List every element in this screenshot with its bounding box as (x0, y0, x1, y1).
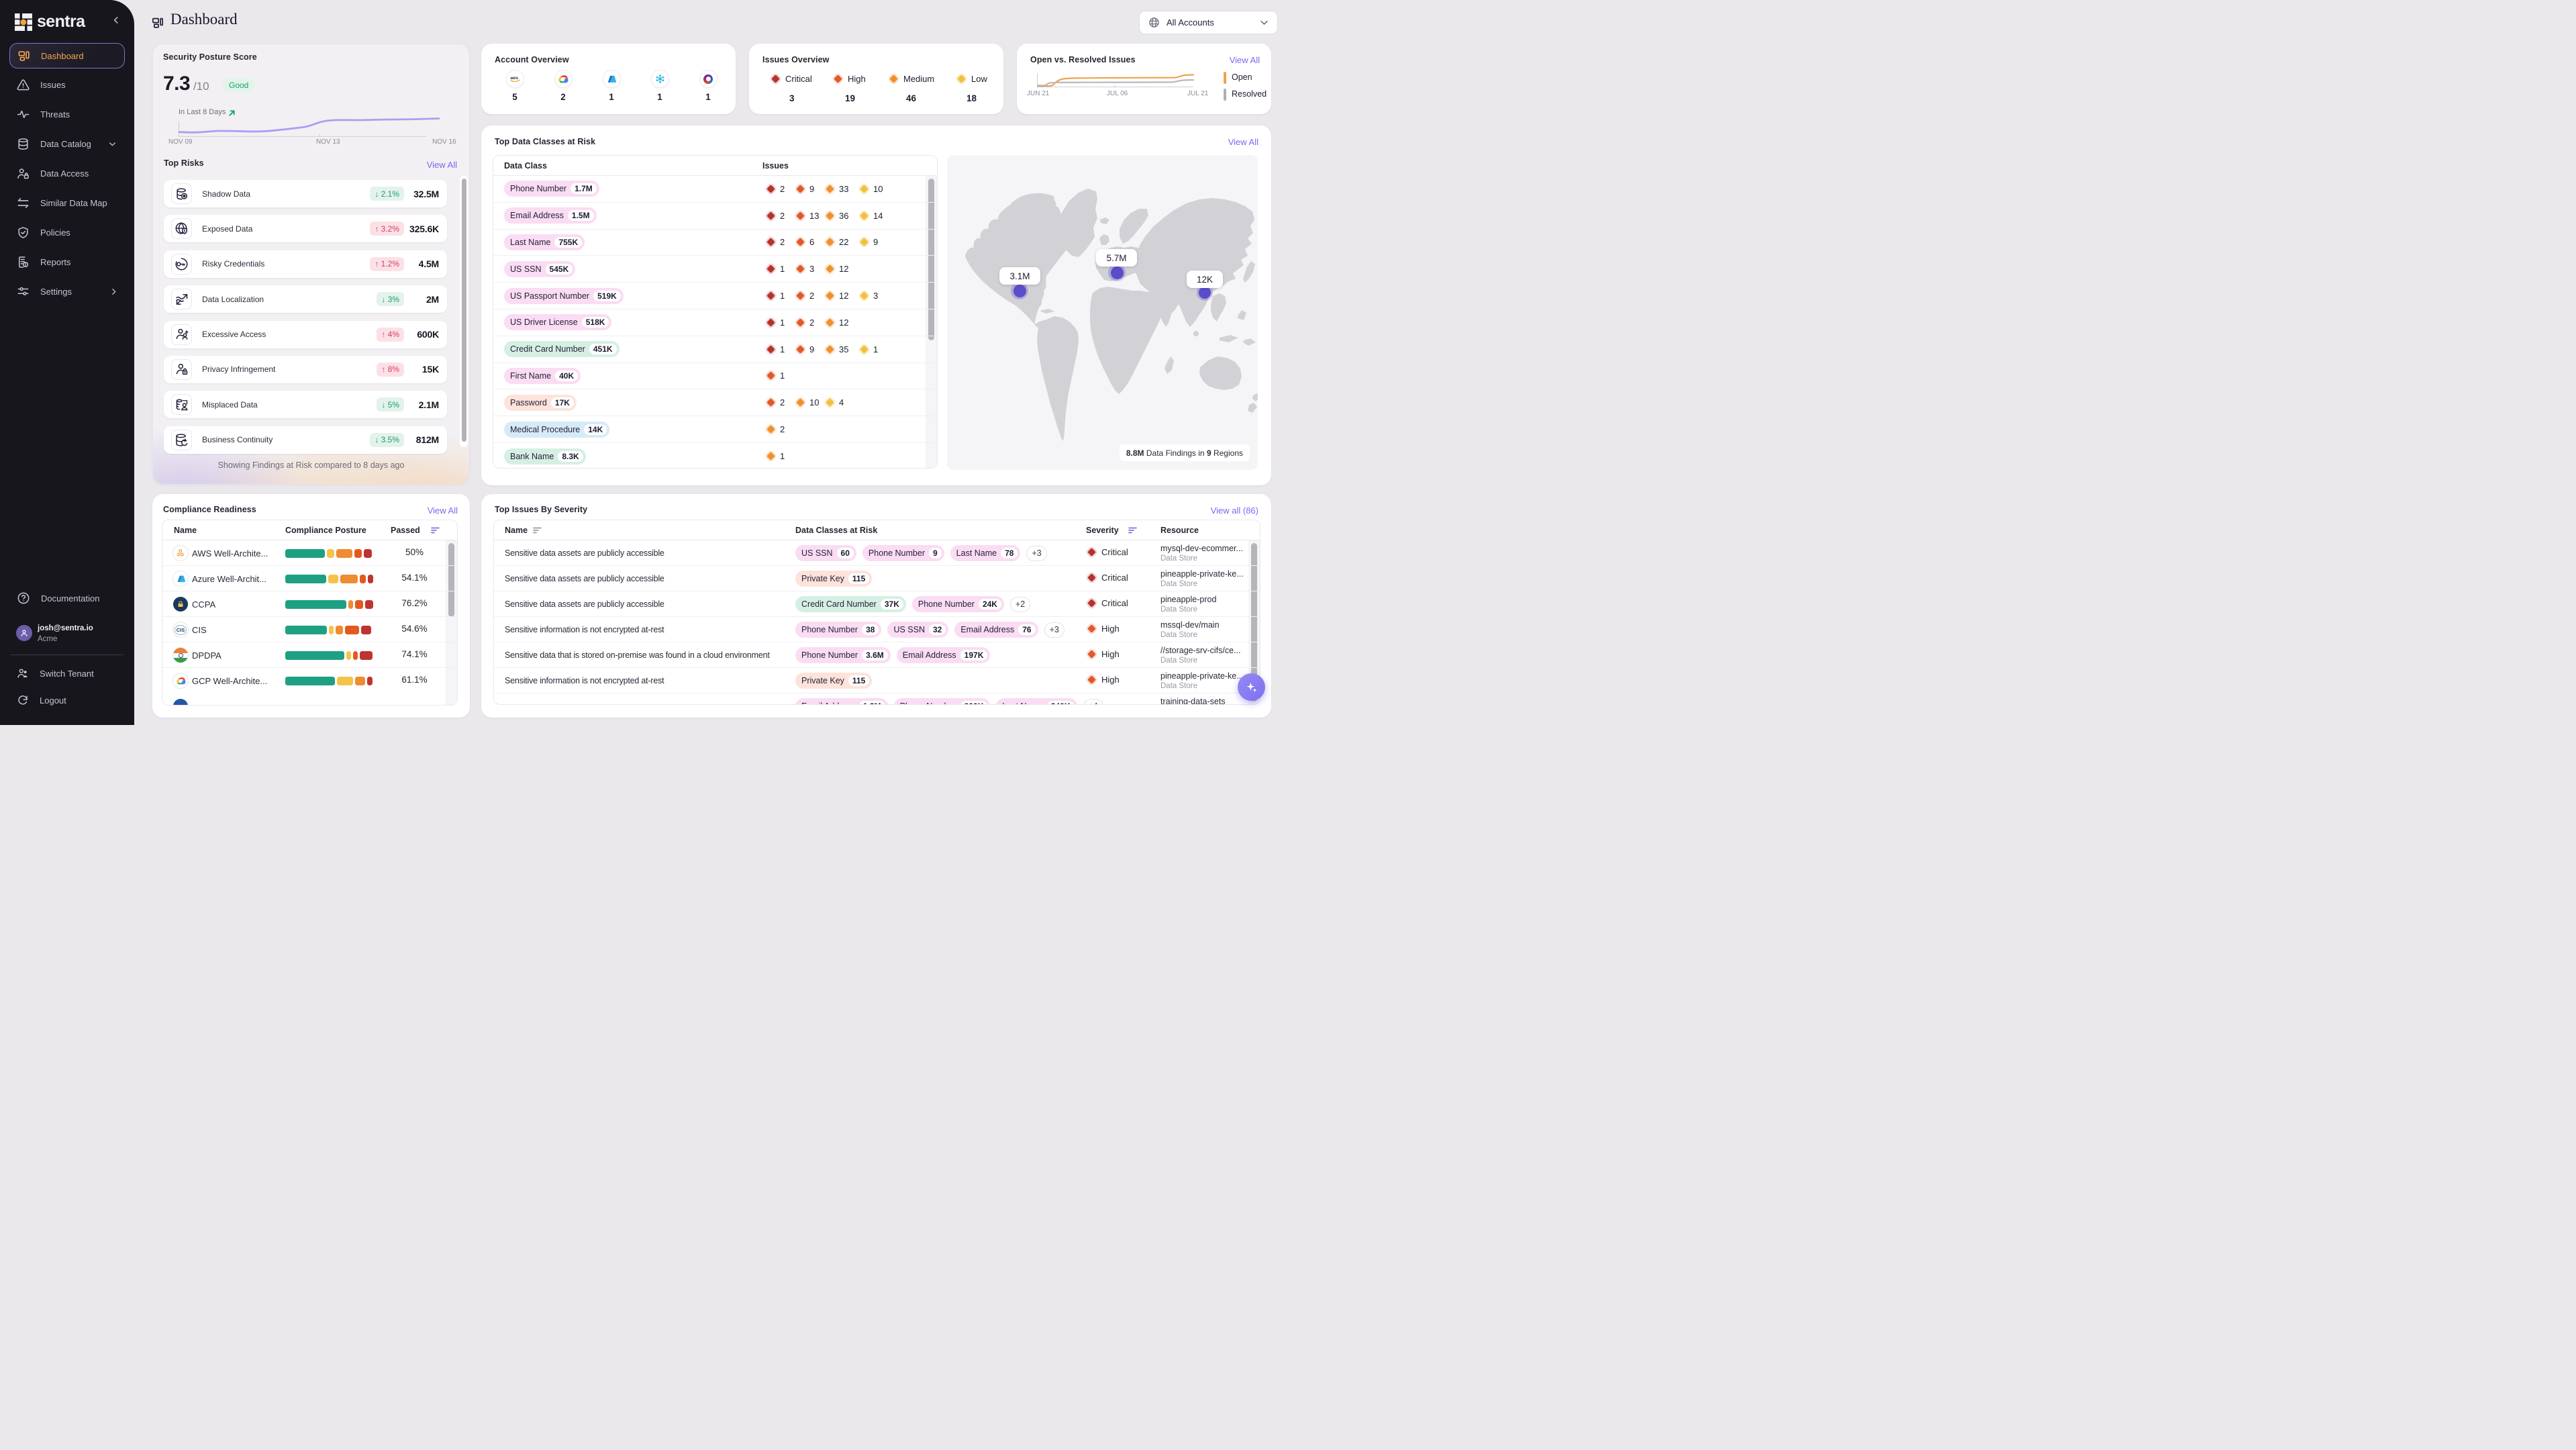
svg-text:aws: aws (510, 76, 518, 81)
